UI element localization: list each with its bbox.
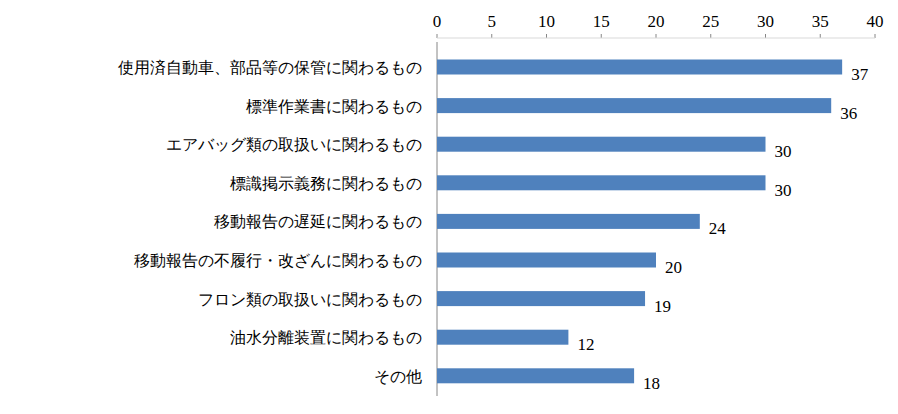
x-tick — [656, 34, 657, 38]
category-label: その他 — [374, 368, 422, 385]
category-label: 標準作業書に関わるもの — [246, 98, 422, 115]
labels: 使用済自動車、部品等の保管に関わるもの 37 標準作業書に関わるもの 36 エアバッグ類… — [118, 59, 869, 393]
x-axis: 0 5 10 15 20 25 30 35 40 — [433, 12, 884, 38]
bar — [437, 98, 831, 113]
data-label: 30 — [775, 142, 792, 161]
x-tick-label: 25 — [702, 12, 719, 31]
bar — [437, 368, 634, 383]
x-tick — [601, 34, 602, 38]
x-tick-label: 40 — [867, 12, 884, 31]
x-tick-label: 0 — [433, 12, 442, 31]
bar — [437, 175, 766, 190]
data-label: 37 — [851, 65, 869, 84]
data-label: 19 — [654, 297, 671, 316]
bar — [437, 291, 645, 306]
bar — [437, 214, 700, 229]
x-tick-label: 10 — [538, 12, 555, 31]
bars — [437, 60, 842, 384]
category-label: エアバッグ類の取扱いに関わるもの — [166, 136, 422, 153]
bar — [437, 60, 842, 75]
data-label: 30 — [775, 181, 792, 200]
x-tick — [875, 34, 876, 38]
x-tick-label: 35 — [812, 12, 829, 31]
x-tick-label: 15 — [593, 12, 610, 31]
bar — [437, 330, 568, 345]
chart: 0 5 10 15 20 25 30 35 40 使用済自動車、部品等の保管に関わるもの 37 標準作… — [0, 0, 898, 414]
data-label: 20 — [665, 258, 682, 277]
x-tick-label: 20 — [648, 12, 665, 31]
category-label: 標識掲示義務に関わるもの — [230, 175, 422, 192]
category-label: 移動報告の不履行・改ざんに関わるもの — [134, 252, 422, 269]
x-tick — [546, 34, 547, 38]
category-label: 移動報告の遅延に関わるもの — [214, 213, 422, 230]
chart-container: 0 5 10 15 20 25 30 35 40 使用済自動車、部品等の保管に関わるもの 37 標準作… — [0, 0, 898, 414]
data-label: 12 — [577, 335, 594, 354]
category-label: 油水分離装置に関わるもの — [230, 329, 422, 346]
x-tick — [710, 34, 711, 38]
x-tick — [820, 34, 821, 38]
category-label: フロン類の取扱いに関わるもの — [198, 291, 422, 308]
data-label: 36 — [840, 104, 857, 123]
data-label: 24 — [709, 219, 727, 238]
x-tick-label: 30 — [757, 12, 774, 31]
x-tick — [437, 34, 438, 38]
x-tick-label: 5 — [488, 12, 497, 31]
x-tick — [765, 34, 766, 38]
x-tick — [491, 34, 492, 38]
bar — [437, 253, 656, 268]
data-label: 18 — [643, 374, 660, 393]
x-axis-line — [437, 38, 875, 39]
category-label: 使用済自動車、部品等の保管に関わるもの — [118, 59, 422, 76]
bar — [437, 137, 766, 152]
